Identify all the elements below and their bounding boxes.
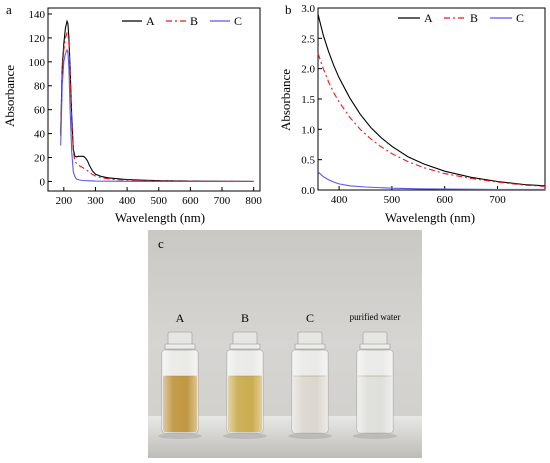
y-tick-label: 40 <box>34 129 46 141</box>
vial-glass-highlight <box>162 350 198 433</box>
x-tick-label: 700 <box>489 194 506 206</box>
legend-label-b: B <box>190 14 198 28</box>
legend: A B C <box>122 14 242 28</box>
y-tick-label: 20 <box>34 153 46 165</box>
series-group <box>60 19 254 182</box>
vial-label: B <box>241 311 249 325</box>
x-tick-label: 500 <box>150 195 167 207</box>
vial-1: A <box>158 311 202 439</box>
x-tick-label: 500 <box>384 194 401 206</box>
y-tick-label: 80 <box>34 81 46 93</box>
vial-lip <box>229 343 261 350</box>
series-line-a <box>317 13 546 187</box>
legend-label-c: C <box>516 11 524 25</box>
y-tick-label: 120 <box>29 33 46 45</box>
x-axis-label: Wavelength (nm) <box>115 210 205 225</box>
vial-shadow <box>223 433 267 439</box>
vial-3: C <box>288 311 332 439</box>
vial-lip <box>294 343 326 350</box>
plot-frame <box>47 7 261 192</box>
vial-4: purified water <box>350 312 401 439</box>
vial-lip <box>359 343 391 350</box>
x-tick-label: 600 <box>182 195 199 207</box>
y-tick-label: 100 <box>29 57 46 69</box>
vial-shadow <box>288 433 332 439</box>
plot-frame <box>317 7 546 191</box>
legend-label-c: C <box>234 14 242 28</box>
y-tick-label: 2.5 <box>301 33 315 45</box>
chart-panel-b: b Absorbance Wavelength (nm) 400 500 600 70… <box>280 2 546 225</box>
series-group <box>317 13 546 190</box>
panel-label-c: c <box>158 236 164 251</box>
legend: A B C <box>398 11 524 25</box>
series-line-b <box>317 53 546 187</box>
vial-label: C <box>306 311 314 325</box>
panel-label-b: b <box>285 2 292 17</box>
legend-label-a: A <box>424 11 433 25</box>
y-tick-label: 3.0 <box>301 3 315 15</box>
chart-panel-a: a Absorbance Wavelength (nm) 200 300 400 50… <box>2 2 263 225</box>
axes: 200 300 400 500 600 700 800 0 20 40 60 80 100 120 140 <box>29 9 263 207</box>
y-tick-label: 140 <box>29 9 46 21</box>
y-tick-label: 1.0 <box>301 124 315 136</box>
x-tick-label: 800 <box>245 195 262 207</box>
vial-lip <box>164 343 196 350</box>
series-line-b <box>60 31 254 182</box>
y-tick-label: 0.0 <box>301 185 315 197</box>
x-tick-label: 700 <box>214 195 231 207</box>
x-tick-label: 400 <box>119 195 136 207</box>
y-tick-label: 1.5 <box>301 94 315 106</box>
series-line-a <box>60 19 254 182</box>
vial-glass-highlight <box>292 350 328 433</box>
vial-glass-highlight <box>227 350 263 433</box>
y-axis-label: Absorbance <box>2 65 17 127</box>
y-tick-label: 0.5 <box>301 155 315 167</box>
vial-label: A <box>176 311 185 325</box>
panel-label-a: a <box>6 2 12 17</box>
vial-2: B <box>223 311 267 439</box>
legend-label-a: A <box>146 14 155 28</box>
x-tick-label: 400 <box>331 194 348 206</box>
x-tick-label: 300 <box>87 195 104 207</box>
y-tick-label: 60 <box>34 105 46 117</box>
x-tick-label: 600 <box>436 194 453 206</box>
legend-label-b: B <box>470 11 478 25</box>
vial-shadow <box>158 433 202 439</box>
x-tick-label: 200 <box>56 195 73 207</box>
series-line-c <box>60 48 254 182</box>
y-axis-label: Absorbance <box>280 69 293 131</box>
axes: 400 500 600 700 0.0 0.5 1.0 1.5 2.0 2.5 3.0 <box>301 3 506 206</box>
y-tick-label: 0 <box>40 176 46 188</box>
vial-glass-highlight <box>357 350 393 433</box>
x-axis-label: Wavelength (nm) <box>385 210 475 225</box>
series-line-c <box>317 171 545 190</box>
vial-label: purified water <box>350 312 401 322</box>
vial-shadow <box>353 433 397 439</box>
y-tick-label: 2.0 <box>301 64 315 76</box>
